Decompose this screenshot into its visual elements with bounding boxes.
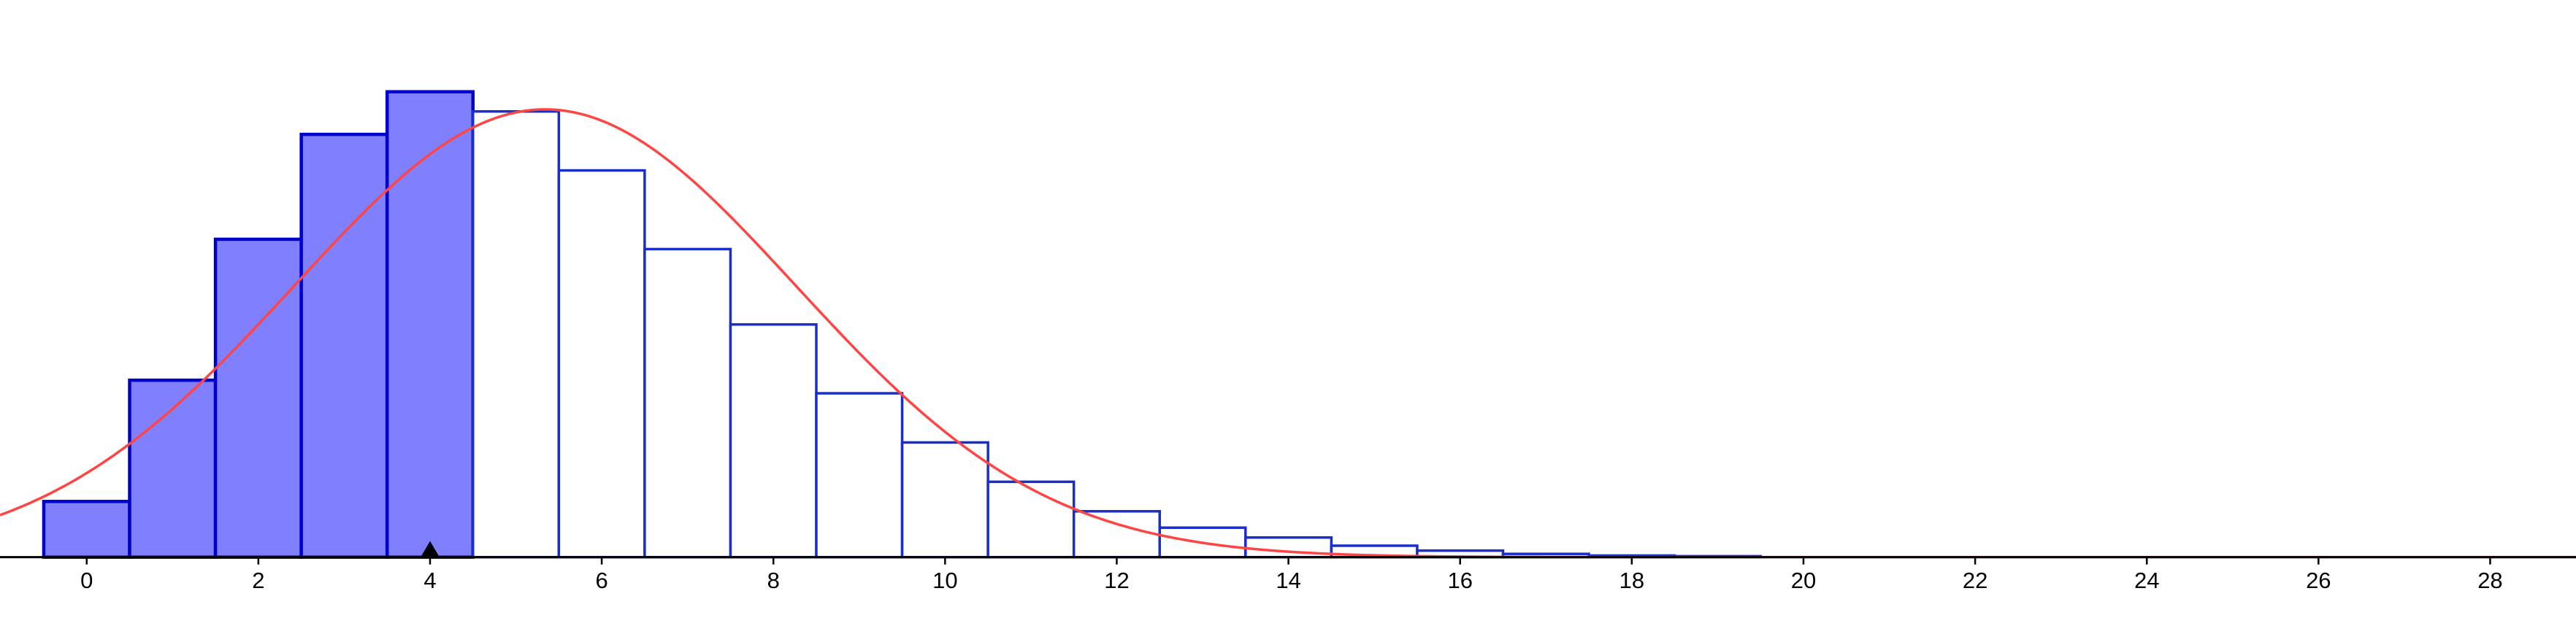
x-tick-label: 14 bbox=[1276, 568, 1300, 593]
x-tick-label: 18 bbox=[1619, 568, 1644, 593]
bar bbox=[729, 322, 818, 559]
x-tick-label: 6 bbox=[595, 568, 607, 593]
bar bbox=[472, 109, 561, 559]
bar bbox=[385, 90, 475, 559]
bar bbox=[213, 237, 303, 559]
x-tick-label: 10 bbox=[932, 568, 957, 593]
x-tick-label: 12 bbox=[1104, 568, 1129, 593]
x-tick-label: 16 bbox=[1447, 568, 1472, 593]
x-tick-label: 20 bbox=[1791, 568, 1816, 593]
x-tick-label: 28 bbox=[2477, 568, 2502, 593]
bar bbox=[815, 392, 904, 559]
x-tick-label: 0 bbox=[80, 568, 93, 593]
x-tick-label: 26 bbox=[2306, 568, 2331, 593]
bar bbox=[986, 480, 1076, 559]
x-tick-label: 4 bbox=[423, 568, 436, 593]
bar bbox=[128, 378, 218, 559]
bar bbox=[42, 500, 131, 559]
bar bbox=[900, 441, 989, 559]
x-tick-label: 22 bbox=[1963, 568, 1987, 593]
x-tick-label: 2 bbox=[252, 568, 264, 593]
marker bbox=[420, 541, 440, 557]
bar bbox=[1072, 510, 1161, 559]
x-tick-label: 8 bbox=[767, 568, 780, 593]
x-tick-label: 24 bbox=[2134, 568, 2159, 593]
bar bbox=[643, 247, 732, 559]
bar bbox=[557, 169, 646, 559]
bar bbox=[299, 132, 389, 559]
